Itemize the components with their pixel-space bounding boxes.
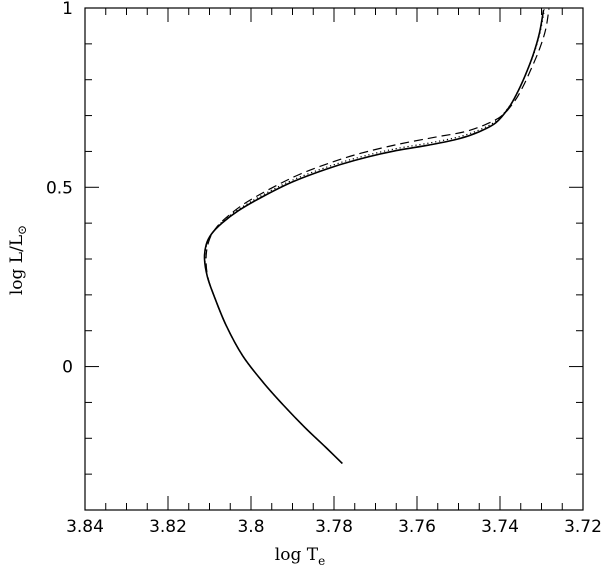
y-tick-label: 1 [62, 0, 73, 19]
x-tick-label: 3.82 [149, 517, 187, 537]
plot-frame [84, 7, 584, 511]
y-tick-label: 0 [62, 358, 73, 378]
series-line-solid [203, 9, 545, 464]
y-axis-title: log L/L⊙ [7, 225, 29, 295]
tick-labels: 3.84 3.82 3.8 3.78 3.76 3.74 3.72 0 0.5 1 [46, 0, 602, 537]
x-tick-label: 3.72 [564, 517, 602, 537]
x-tick-label: 3.74 [481, 517, 519, 537]
x-axis-title-main: log T [275, 545, 319, 565]
x-tick-label: 3.78 [315, 517, 353, 537]
x-tick-label: 3.8 [237, 517, 264, 537]
x-tick-label: 3.76 [398, 517, 436, 537]
y-axis-title-main: log L/L [7, 235, 27, 295]
x-axis-title: log Te [275, 545, 325, 568]
series-line-dotted [204, 9, 545, 464]
x-axis-title-sub: e [318, 554, 325, 568]
axis-ticks [84, 7, 584, 511]
y-tick-label: 0.5 [46, 178, 73, 198]
curves [203, 8, 550, 464]
series-line-dashed [205, 8, 550, 464]
y-axis-title-sub: ⊙ [15, 225, 29, 235]
x-tick-label: 3.84 [66, 517, 104, 537]
